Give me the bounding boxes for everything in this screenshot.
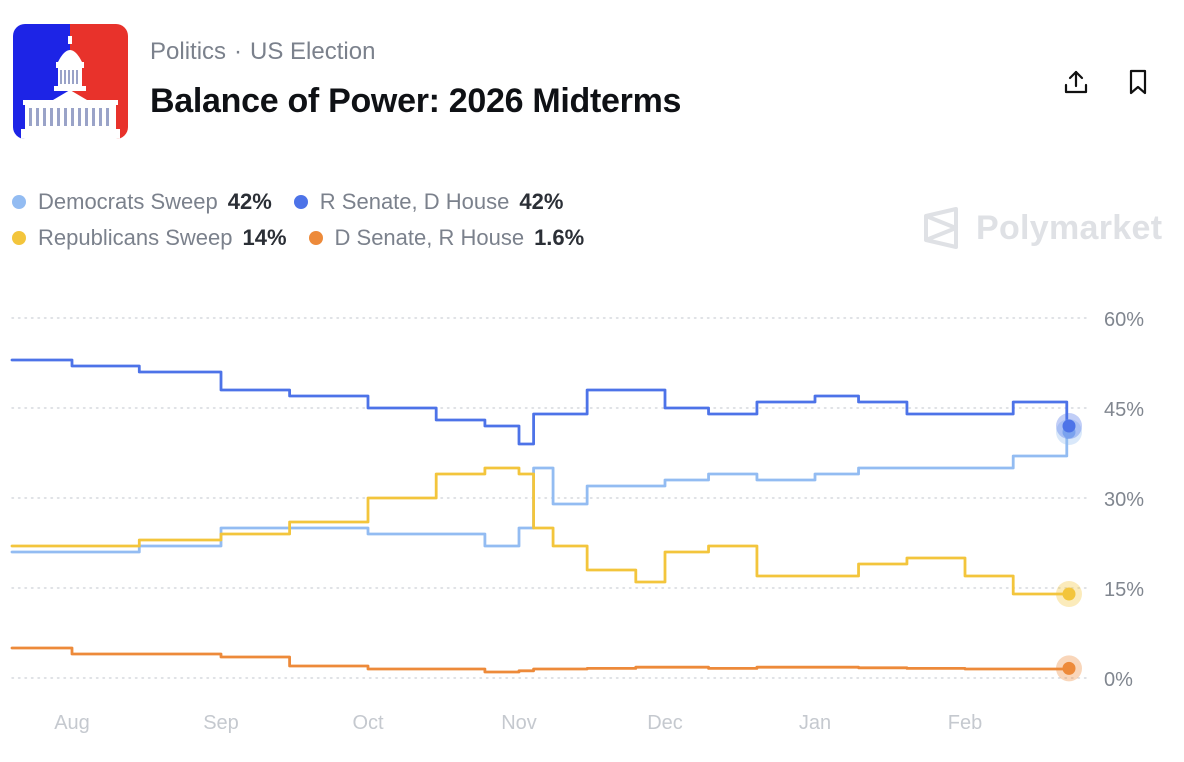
y-tick-label: 60% (1104, 309, 1144, 331)
breadcrumb-politics[interactable]: Politics (150, 38, 227, 65)
legend-dot (12, 195, 26, 209)
market-header: Politics · US Election Balance of Power: 2… (0, 0, 1184, 160)
bookmark-icon (1129, 69, 1147, 95)
series-line (10, 358, 1071, 446)
x-tick-label: Sep (203, 712, 239, 734)
header-actions (1058, 64, 1156, 100)
series-line (10, 430, 1071, 554)
breadcrumb-us-election[interactable]: US Election (250, 38, 376, 65)
x-tick-label: Feb (948, 712, 982, 734)
bookmark-button[interactable] (1120, 64, 1156, 100)
legend-value: 42% (519, 189, 564, 214)
legend-value: 14% (242, 225, 287, 250)
legend-label: Democrats Sweep (38, 189, 218, 214)
series-endpoint (1062, 587, 1076, 601)
price-history-chart: 60% 45% 30% 15% 0% Aug Sep Oct Nov Dec Jan Feb (10, 309, 1144, 734)
x-tick-label: Aug (54, 712, 90, 734)
series-line (10, 646, 1071, 674)
legend-value: 1.6% (534, 225, 585, 250)
chart-legend: Democrats Sweep 42% R Senate, D House 42… (12, 184, 912, 256)
x-tick-label: Oct (352, 712, 384, 734)
breadcrumb-separator: · (234, 38, 243, 65)
legend-dot (12, 231, 26, 245)
legend-item[interactable]: Republicans Sweep 14% (12, 225, 287, 251)
x-tick-label: Dec (647, 712, 683, 734)
legend-item[interactable]: Democrats Sweep 42% (12, 189, 272, 215)
legend-label: R Senate, D House (319, 189, 510, 214)
series-endpoint (1062, 661, 1076, 675)
y-tick-label: 45% (1104, 399, 1144, 421)
legend-dot (308, 231, 323, 245)
polymarket-logo-icon (924, 207, 958, 249)
series-endpoint (1062, 419, 1076, 433)
legend-dot (293, 195, 308, 209)
legend-label: D Senate, R House (334, 225, 525, 250)
y-tick-label: 30% (1104, 489, 1144, 511)
legend-value: 42% (227, 189, 272, 214)
polymarket-watermark: Polymarket (922, 206, 1162, 250)
y-tick-label: 15% (1104, 579, 1144, 601)
legend-item[interactable]: D Senate, R House 1.6% (308, 225, 585, 251)
x-tick-label: Jan (799, 712, 831, 734)
series-line (10, 466, 1071, 596)
x-tick-label: Nov (501, 712, 537, 734)
breadcrumb: Politics · US Election (150, 38, 375, 66)
capitol-building-icon (13, 24, 128, 139)
watermark-text: Polymarket (976, 208, 1163, 247)
share-icon (1064, 70, 1088, 94)
share-button[interactable] (1058, 64, 1094, 100)
legend-label: Republicans Sweep (38, 225, 233, 250)
legend-item[interactable]: R Senate, D House 42% (293, 189, 564, 215)
page-title: Balance of Power: 2026 Midterms (150, 82, 682, 120)
y-tick-label: 0% (1104, 669, 1133, 691)
